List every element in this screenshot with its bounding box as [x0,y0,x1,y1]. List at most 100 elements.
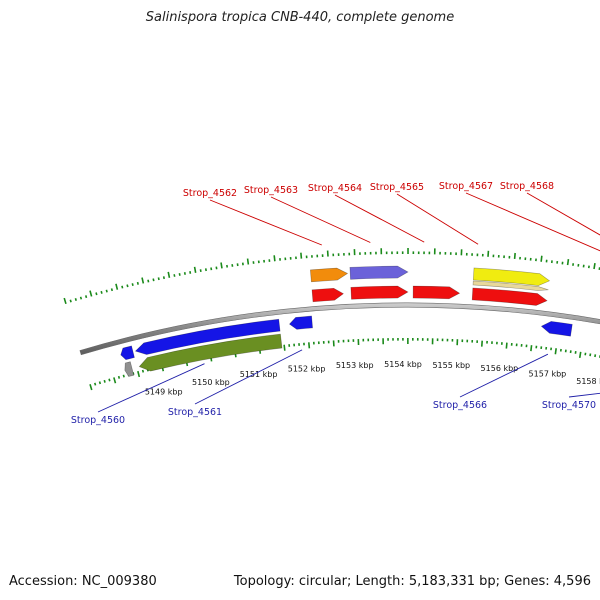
kbp-label: 5150 kbp [192,378,230,387]
label-leader [270,196,371,243]
gc-tick-bottom [103,379,106,383]
gene-label: Strop_4565 [370,182,424,193]
kbp-label: 5157 kbp [529,369,567,378]
gc-ticks-top [63,248,600,305]
backbone-arc [79,302,600,356]
feature-arrow [472,280,549,291]
gene-label: Strop_4562 [183,188,237,199]
gc-tick-bottom [98,381,102,385]
feature-arrow [540,321,573,337]
feature-arrow [412,285,461,300]
feature-arrow [134,318,281,355]
map-title: Salinispora tropica CNB-440, complete ge… [145,10,455,25]
gc-tick-top [69,299,72,303]
label-leader [459,353,549,398]
feature-arrow [310,267,349,283]
genome-backbone [79,302,600,356]
gc-tick-top [566,259,570,266]
gc-tick-bottom [137,370,141,378]
kbp-label: 5156 kbp [481,364,519,373]
feature-arrow [471,287,548,306]
gc-tick-bottom [505,342,508,349]
gene-label: Strop_4568 [500,181,554,192]
label-leader [209,199,322,246]
gc-tick-bottom [283,344,286,351]
feature-arrow [349,265,409,280]
gc-tick-top [100,290,103,294]
kbp-label: 5152 kbp [288,365,326,374]
gc-tick-top [173,274,176,277]
kbp-label: 5155 kbp [432,361,470,370]
label-leader [568,392,600,398]
label-leader [97,363,205,413]
accession-text: Accession: NC_009380 [9,574,157,589]
gene-label: Strop_4560 [71,415,125,426]
gc-tick-top [74,298,77,302]
gc-tick-top [63,297,67,305]
gc-tick-bottom [122,374,125,378]
feature-track [120,265,573,377]
kbp-label: 5158 kbp [576,377,600,386]
gc-tick-bottom [141,369,145,373]
kbp-label: 5151 kbp [240,370,278,379]
gc-tick-top [147,279,150,283]
gc-tick-top [246,258,250,265]
gc-tick-bottom [578,351,582,358]
gc-tick-top [193,266,197,273]
gc-tick-top [220,262,223,269]
gene-label: Strop_4567 [439,181,493,192]
kbp-label: 5149 kbp [145,388,183,397]
gc-tick-top [540,255,543,262]
gc-tick-top [95,292,98,296]
kbp-label: 5153 kbp [336,361,374,370]
gc-tick-top [115,283,119,290]
gc-tick-top [593,262,596,270]
gene-labels-bottom: Strop_4560 Strop_4561 Strop_4566 Strop_4570 [71,349,600,426]
kbp-label: 5154 kbp [384,360,422,369]
gene-label: Strop_4564 [308,183,362,194]
gc-tick-top [121,285,124,289]
gc-tick-top [110,288,114,292]
feature-arrow [472,267,551,286]
gc-tick-top [300,252,303,259]
feature-arrow [124,361,135,377]
gc-tick-top [136,281,139,285]
gc-tick-top [79,296,83,300]
gc-tick-top [157,277,160,281]
feature-arrow [120,345,135,361]
gc-tick-bottom [94,382,97,386]
gc-tick-top [89,290,93,297]
label-leader [465,192,600,252]
gc-tick-bottom [108,378,111,382]
gc-tick-bottom [113,377,117,384]
gc-tick-top [167,271,171,278]
label-leader [334,194,425,243]
gc-tick-top [162,276,165,280]
gene-labels-top: Strop_4562 Strop_4563 Strop_4564 Strop_4565… [183,181,600,252]
gene-label: Strop_4561 [168,407,222,418]
feature-arrow [138,333,283,372]
gc-tick-top [273,255,276,262]
gc-tick-top [105,289,108,293]
label-leader [526,192,600,236]
gc-tick-bottom [117,375,121,379]
gc-tick-bottom [89,384,93,391]
genome-summary-text: Topology: circular; Length: 5,183,331 bp… [233,574,591,589]
gc-tick-bottom [132,372,135,376]
gc-tick-bottom [308,342,311,349]
feature-arrow [289,315,313,330]
gc-tick-top [84,295,88,299]
kbp-scale: 5149 kbp 5150 kbp 5151 kbp 5152 kbp 5153 kbp… [145,360,600,397]
label-leader [396,193,479,245]
gc-tick-bottom [554,348,557,355]
gc-tick-top [126,284,129,288]
gc-tick-top [152,278,155,282]
gene-label: Strop_4566 [433,400,487,411]
gc-tick-top [513,252,516,260]
gene-label: Strop_4563 [244,185,298,196]
gene-label: Strop_4570 [542,400,596,411]
label-leader [194,349,303,405]
feature-arrow [311,287,344,303]
gc-tick-bottom [530,345,533,352]
